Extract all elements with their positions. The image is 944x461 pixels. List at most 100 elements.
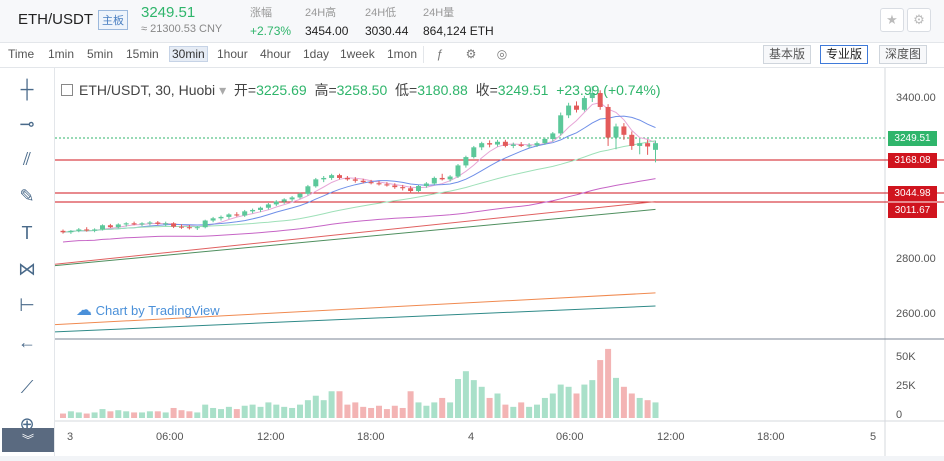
volume-bar	[210, 407, 217, 418]
candle-body	[581, 98, 587, 110]
candle-body	[621, 126, 627, 135]
collapse-toolbar-button[interactable]: ︾	[2, 428, 54, 452]
volume-bar	[573, 393, 580, 418]
timeframe-1hour[interactable]: 1hour	[217, 47, 248, 61]
volume-bar	[257, 406, 264, 418]
candle-body	[495, 141, 500, 145]
candle-body	[629, 134, 635, 146]
long-ma-line	[54, 292, 656, 326]
volume-bar	[383, 409, 390, 418]
volume-bar	[613, 377, 619, 418]
volume-bar	[123, 411, 130, 418]
text-tool-icon[interactable]: T	[21, 223, 33, 243]
collapse-legend-icon[interactable]	[61, 84, 73, 96]
pair-title[interactable]: ETH/USDT	[18, 11, 93, 28]
volume-tick: 0	[896, 409, 903, 421]
timeframe-1mon[interactable]: 1mon	[387, 47, 418, 61]
candle-body	[163, 223, 169, 225]
ruler-icon[interactable]: ⟋	[20, 377, 34, 397]
view-basic-button[interactable]: 基本版	[763, 45, 812, 64]
price-tick: 3400.00	[896, 92, 936, 104]
timeframe-1day[interactable]: 1day	[303, 47, 330, 61]
volume-bar	[194, 412, 201, 418]
volume-bar	[423, 405, 430, 418]
time-tick: 12:00	[657, 431, 685, 443]
line-tool-icon[interactable]: ⊸	[19, 114, 35, 134]
timeframe-1min[interactable]: 1min	[48, 47, 75, 61]
volume-bar	[154, 411, 161, 418]
volume-bar	[218, 409, 224, 418]
low-label: 低=	[395, 82, 418, 98]
crosshair-icon[interactable]: ┼	[20, 79, 34, 99]
candle-body	[597, 93, 603, 107]
star-icon[interactable]: ★	[880, 8, 904, 32]
price-line-label: 3044.98	[888, 186, 937, 201]
volume-bar	[225, 406, 232, 418]
timeframe-time[interactable]: Time	[8, 47, 35, 61]
indicator-icon[interactable]: ƒ	[436, 47, 444, 61]
price-chart[interactable]	[54, 68, 944, 456]
candle-body	[107, 225, 113, 228]
price-tick: 2800.00	[896, 253, 936, 265]
candle-body	[447, 176, 453, 180]
time-tick: 06:00	[556, 431, 584, 443]
volume-bar	[304, 400, 311, 418]
timeframe-5min[interactable]: 5min	[87, 47, 114, 61]
settings-icon[interactable]: ⚙	[907, 8, 931, 32]
volume-bar	[399, 407, 406, 418]
volume-bar	[486, 397, 493, 418]
ma-line	[62, 115, 656, 233]
candle-body	[131, 223, 137, 225]
volume-bar	[407, 391, 414, 418]
timeframe-4hour[interactable]: 4hour	[260, 47, 291, 61]
volume-bar	[581, 384, 588, 418]
settings-icon[interactable]: ⚙	[465, 47, 477, 61]
timeframe-15min[interactable]: 15min	[126, 47, 159, 61]
volume-bar	[336, 391, 343, 418]
candle-body	[337, 175, 342, 178]
volume-tick: 25K	[896, 380, 916, 392]
high-label: 高=	[314, 82, 337, 98]
candle-body	[210, 218, 216, 221]
volume-bar	[281, 406, 288, 418]
candle-body	[297, 193, 303, 198]
chart-area[interactable]	[54, 68, 944, 456]
volume-bar	[470, 380, 477, 418]
chevron-down-icon[interactable]: ▾	[219, 82, 227, 98]
back-arrow-icon[interactable]: ←	[18, 332, 36, 352]
low-value: 3180.88	[417, 82, 468, 98]
view-depth-button[interactable]: 深度图	[879, 45, 928, 64]
candle-body	[416, 186, 421, 192]
candle-body	[392, 185, 398, 188]
volume-bar	[605, 348, 612, 418]
volume-bar	[75, 412, 82, 418]
candle-body	[218, 216, 224, 219]
price-line-label: 3168.08	[888, 153, 937, 168]
candle-body	[147, 222, 153, 224]
candle-body	[431, 177, 437, 184]
stat-value: 3030.44	[365, 24, 409, 38]
candle-body	[179, 226, 184, 228]
timeframe-30min[interactable]: 30min	[169, 46, 208, 62]
ohlc-legend: ETH/USDT, 30, Huobi ▾ 开=3225.69 高=3258.5…	[61, 80, 660, 100]
price-line-label: 3011.67	[888, 203, 937, 218]
timeframe-1week[interactable]: 1week	[340, 47, 375, 61]
candle-body	[258, 207, 263, 210]
candle-body	[242, 211, 248, 216]
candle-body	[155, 222, 161, 224]
tradingview-logo-icon: ☁	[76, 302, 92, 319]
volume-bar	[352, 402, 359, 418]
stat-value: 3454.00	[305, 24, 349, 38]
tradingview-watermark[interactable]: ☁ Chart by TradingView	[76, 300, 220, 320]
pattern-tool-icon[interactable]: ⋈	[18, 259, 36, 279]
candle-body	[534, 143, 540, 146]
price-tick: 2600.00	[896, 308, 936, 320]
brush-tool-icon[interactable]: ✎	[19, 186, 35, 206]
view-pro-button[interactable]: 专业版	[820, 45, 869, 64]
camera-icon[interactable]: ◎	[496, 47, 508, 61]
fib-tool-icon[interactable]: ⫽	[22, 149, 32, 169]
measure-tool-icon[interactable]: ⊢	[19, 295, 35, 315]
volume-bar	[312, 395, 319, 418]
ma-line	[62, 102, 656, 233]
stat-high: 24H高 3454.00	[305, 4, 348, 38]
